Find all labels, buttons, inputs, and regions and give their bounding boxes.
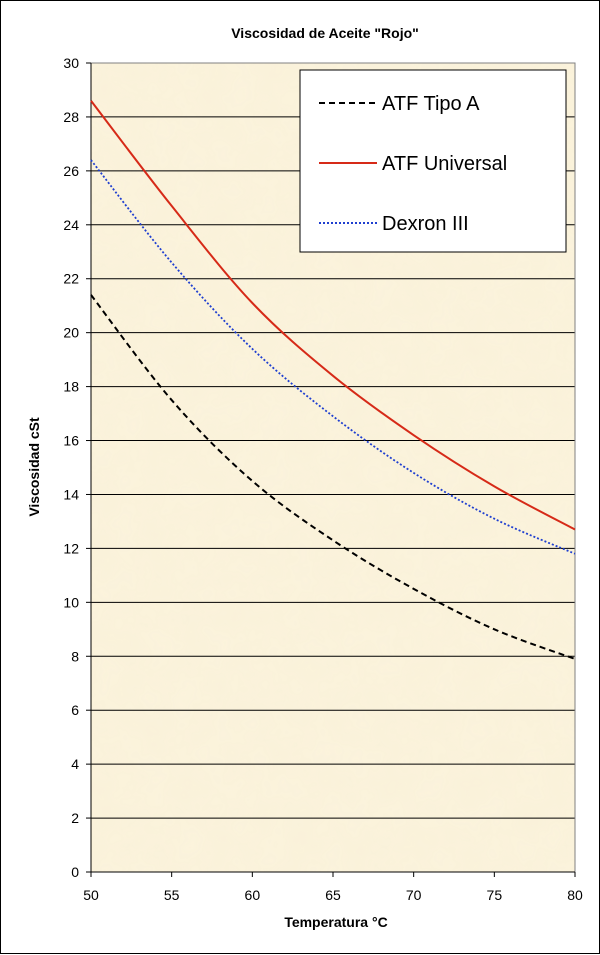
legend-box (299, 69, 567, 253)
y-tick-label: 0 (71, 864, 79, 880)
chart-title: Viscosidad de Aceite "Rojo" (231, 25, 419, 41)
y-tick-label: 26 (63, 163, 79, 179)
y-axis-label: Viscosidad cSt (26, 417, 42, 517)
x-axis-label: Temperatura °C (284, 914, 387, 930)
y-tick-label: 28 (63, 109, 79, 125)
series-line-atf-tipo-a (90, 294, 576, 660)
y-tick-label: 18 (63, 379, 79, 395)
legend-label: ATF Universal (382, 153, 507, 175)
y-tick-label: 4 (71, 756, 79, 772)
x-tick-label: 70 (406, 887, 422, 903)
y-tick-label: 24 (63, 217, 79, 233)
y-tick-label: 6 (71, 702, 79, 718)
y-tick-label: 22 (63, 271, 79, 287)
x-tick-label: 55 (164, 887, 180, 903)
y-tick-label: 16 (63, 433, 79, 449)
legend-label: ATF Tipo A (382, 93, 480, 115)
x-tick-label: 75 (487, 887, 503, 903)
x-tick-label: 60 (245, 887, 261, 903)
y-tick-label: 8 (71, 648, 79, 664)
y-tick-label: 10 (63, 594, 79, 610)
y-tick-label: 12 (63, 540, 79, 556)
y-tick-label: 30 (63, 55, 79, 71)
x-tick-label: 65 (325, 887, 341, 903)
y-tick-label: 2 (71, 810, 79, 826)
y-tick-label: 14 (63, 486, 79, 502)
x-tick-label: 80 (567, 887, 583, 903)
series-line-dexron-iii (90, 159, 576, 555)
x-tick-label: 50 (83, 887, 99, 903)
series-line-atf-universal (90, 100, 576, 531)
y-tick-label: 20 (63, 325, 79, 341)
legend-label: Dexron III (382, 213, 469, 235)
